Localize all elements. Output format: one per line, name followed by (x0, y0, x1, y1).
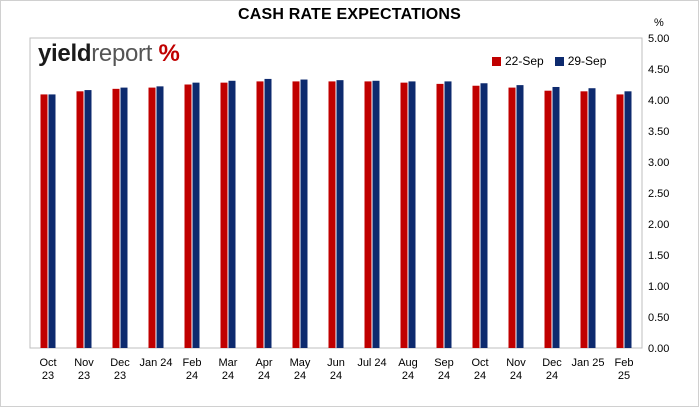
bar-series-2 (624, 91, 632, 348)
x-tick-label: Mar (219, 357, 238, 369)
bar-series-2 (408, 81, 416, 349)
x-tick-label: 23 (78, 370, 90, 382)
bar-series-1 (580, 91, 588, 348)
x-tick-label: 23 (42, 370, 54, 382)
bar-series-1 (544, 90, 552, 348)
bar-series-1 (472, 85, 480, 349)
x-tick-label: 23 (114, 370, 126, 382)
bar-series-1 (328, 81, 336, 349)
x-tick-label: May (290, 357, 311, 369)
bar-series-2 (192, 82, 200, 348)
chart-title: CASH RATE EXPECTATIONS (237, 6, 462, 23)
bar-series-1 (148, 87, 156, 348)
x-tick-label: Jul 24 (357, 357, 386, 369)
x-tick-label: 24 (222, 370, 234, 382)
bar-series-2 (516, 85, 524, 349)
y-tick-label: 1.50 (648, 250, 669, 262)
x-tick-label: 24 (546, 370, 558, 382)
chart-legend: 22-Sep 29-Sep (492, 54, 617, 68)
bar-series-1 (40, 94, 48, 348)
y-tick-label: 3.50 (648, 126, 669, 138)
y-tick-label: 3.00 (648, 157, 669, 169)
x-tick-label: 24 (474, 370, 486, 382)
bar-series-2 (336, 80, 344, 348)
bar-series-1 (220, 82, 228, 348)
y-tick-label: 5.00 (648, 33, 669, 45)
bar-series-1 (364, 81, 372, 349)
y-axis-unit: % (654, 17, 664, 29)
x-tick-label: Nov (506, 357, 526, 369)
x-tick-label: Dec (110, 357, 130, 369)
bar-series-2 (372, 80, 380, 348)
bar-series-2 (48, 94, 56, 348)
x-tick-label: Jan 25 (571, 357, 604, 369)
x-tick-label: Oct (471, 357, 488, 369)
bar-series-1 (112, 88, 120, 348)
logo-percent-symbol: % (158, 40, 180, 67)
bar-series-1 (508, 87, 516, 348)
x-tick-label: Nov (74, 357, 94, 369)
bar-series-1 (616, 94, 624, 348)
bar-series-2 (552, 86, 560, 348)
legend-swatch-series-1 (492, 56, 501, 66)
y-tick-label: 2.50 (648, 188, 669, 200)
bar-series-2 (264, 78, 272, 349)
x-tick-label: Oct (39, 357, 56, 369)
logo-yield-text: yield (38, 40, 92, 67)
bar-series-2 (120, 87, 128, 348)
bar-series-1 (256, 81, 264, 349)
x-tick-label: Apr (255, 357, 272, 369)
x-tick-label: Feb (183, 357, 202, 369)
x-tick-label: 24 (438, 370, 450, 382)
bar-series-1 (76, 91, 84, 348)
legend-label-series-1: 22-Sep (505, 54, 544, 68)
x-tick-label: 24 (402, 370, 414, 382)
bar-series-2 (480, 83, 488, 348)
y-tick-label: 0.50 (648, 312, 669, 324)
x-tick-label: 24 (330, 370, 342, 382)
yieldreport-logo: yieldreport % (38, 40, 180, 68)
bar-series-2 (228, 80, 236, 348)
x-tick-label: Sep (434, 357, 454, 369)
legend-swatch-series-2 (554, 56, 564, 66)
bar-series-2 (444, 81, 452, 349)
bar-series-2 (84, 90, 92, 348)
plot-area-border (29, 37, 643, 349)
logo-report-text: report (91, 40, 153, 67)
x-tick-label: 24 (294, 370, 306, 382)
y-tick-label: 4.00 (648, 95, 669, 107)
x-tick-label: Jan 24 (139, 357, 172, 369)
bar-series-1 (436, 83, 444, 348)
bar-series-2 (156, 86, 164, 349)
legend-item-series-2: 29-Sep (554, 54, 607, 68)
bar-series-1 (184, 84, 192, 348)
bar-series-2 (300, 79, 308, 348)
y-tick-label: 0.00 (648, 343, 669, 355)
bar-series-1 (400, 82, 408, 348)
legend-label-series-2: 29-Sep (567, 54, 607, 68)
x-tick-label: Jun (327, 357, 345, 369)
x-tick-label: 24 (258, 370, 270, 382)
y-tick-label: 4.50 (648, 64, 669, 76)
x-tick-label: Dec (542, 357, 562, 369)
y-tick-label: 2.00 (648, 219, 669, 231)
x-tick-label: Aug (398, 357, 418, 369)
bar-series-2 (588, 88, 596, 348)
x-tick-label: 25 (618, 370, 630, 382)
y-tick-label: 1.00 (648, 281, 669, 293)
legend-item-series-1: 22-Sep (492, 54, 544, 68)
x-tick-label: 24 (186, 370, 198, 382)
bar-series-1 (292, 81, 300, 349)
x-tick-label: Feb (615, 357, 634, 369)
x-tick-label: 24 (510, 370, 522, 382)
